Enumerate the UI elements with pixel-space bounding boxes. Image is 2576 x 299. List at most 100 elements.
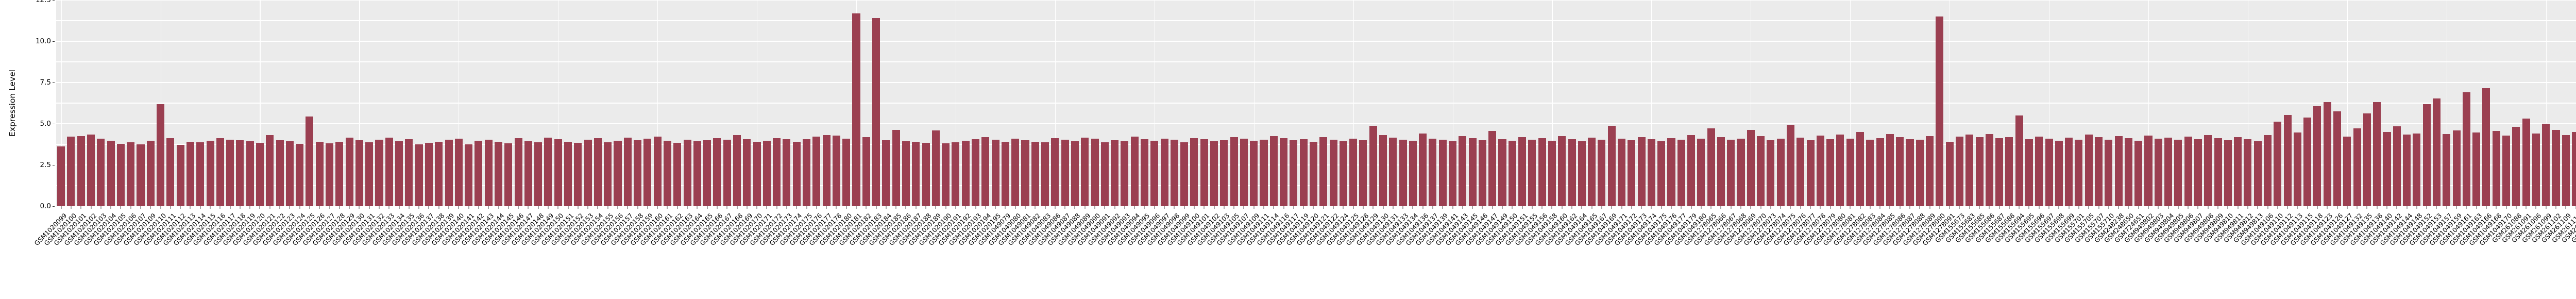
bar[interactable] — [2462, 92, 2470, 206]
bar[interactable] — [2492, 131, 2500, 206]
bar[interactable] — [713, 138, 721, 206]
bar[interactable] — [514, 138, 522, 206]
bar[interactable] — [2472, 132, 2481, 206]
bar[interactable] — [2015, 115, 2023, 206]
bar[interactable] — [454, 139, 463, 206]
bar[interactable] — [2035, 136, 2043, 206]
bar[interactable] — [315, 142, 324, 206]
bar[interactable] — [1896, 137, 1904, 206]
bar[interactable] — [882, 140, 890, 206]
bar[interactable] — [1737, 138, 1745, 206]
bar[interactable] — [1100, 142, 1109, 206]
bar[interactable] — [236, 140, 244, 206]
bar[interactable] — [1051, 138, 1059, 206]
bar[interactable] — [1568, 139, 1576, 206]
bar[interactable] — [1220, 140, 1228, 206]
bar[interactable] — [1846, 139, 1854, 206]
bar[interactable] — [683, 139, 691, 206]
bar[interactable] — [812, 136, 821, 206]
bar[interactable] — [643, 139, 652, 206]
bar[interactable] — [1806, 140, 1815, 206]
bar[interactable] — [912, 141, 920, 206]
bar[interactable] — [2293, 132, 2301, 206]
bar[interactable] — [1091, 139, 1099, 206]
bar[interactable] — [1260, 140, 1268, 206]
bar[interactable] — [1906, 139, 1914, 206]
bar[interactable] — [1786, 124, 1794, 206]
bar[interactable] — [2005, 137, 2013, 206]
bar[interactable] — [2134, 140, 2143, 206]
bar[interactable] — [2144, 136, 2153, 206]
bar[interactable] — [1140, 139, 1148, 206]
bar[interactable] — [852, 13, 860, 206]
bar[interactable] — [2224, 140, 2232, 206]
bar[interactable] — [57, 146, 65, 206]
bar[interactable] — [2194, 139, 2202, 206]
bar[interactable] — [733, 135, 741, 206]
bar[interactable] — [2333, 111, 2342, 206]
bar[interactable] — [107, 140, 115, 206]
bar[interactable] — [1121, 141, 1129, 206]
bar[interactable] — [2095, 137, 2103, 206]
bar[interactable] — [2413, 133, 2421, 206]
bar[interactable] — [2154, 139, 2162, 206]
bar[interactable] — [415, 144, 423, 206]
bar[interactable] — [2075, 139, 2083, 206]
bar[interactable] — [2274, 121, 2282, 206]
bar[interactable] — [1727, 140, 1735, 206]
bar[interactable] — [484, 140, 493, 206]
bar[interactable] — [1578, 141, 1586, 206]
bar[interactable] — [564, 141, 572, 206]
bar[interactable] — [1975, 137, 1984, 206]
bar[interactable] — [1836, 135, 1844, 206]
bar[interactable] — [743, 139, 751, 206]
bar[interactable] — [773, 138, 781, 206]
bar[interactable] — [2542, 124, 2550, 206]
bar[interactable] — [1319, 137, 1328, 206]
bar[interactable] — [435, 141, 443, 206]
bar[interactable] — [1468, 138, 1477, 206]
bar[interactable] — [1866, 140, 1874, 206]
bar[interactable] — [425, 143, 433, 206]
bar[interactable] — [634, 140, 642, 206]
bar[interactable] — [1200, 139, 1208, 206]
bar[interactable] — [872, 18, 880, 206]
bar[interactable] — [1856, 131, 1865, 206]
bar[interactable] — [285, 141, 294, 206]
bar[interactable] — [1438, 140, 1447, 206]
bar[interactable] — [1309, 141, 1317, 206]
bar[interactable] — [326, 143, 334, 206]
bar[interactable] — [1240, 139, 1248, 206]
bar[interactable] — [2403, 135, 2411, 206]
bar[interactable] — [902, 141, 910, 206]
bar[interactable] — [2522, 119, 2530, 206]
bar[interactable] — [186, 142, 194, 206]
bar[interactable] — [1071, 141, 1079, 206]
bar[interactable] — [1230, 137, 1238, 206]
bar[interactable] — [663, 140, 671, 206]
bar[interactable] — [1747, 130, 1755, 206]
bar[interactable] — [1041, 142, 1049, 206]
bar[interactable] — [2323, 102, 2331, 206]
bar[interactable] — [137, 144, 145, 206]
bar[interactable] — [1528, 140, 1536, 206]
bar[interactable] — [2244, 139, 2252, 206]
bar[interactable] — [604, 142, 612, 206]
bar[interactable] — [395, 141, 403, 206]
bar[interactable] — [87, 135, 95, 206]
bar[interactable] — [1955, 136, 1963, 206]
bar[interactable] — [1936, 16, 1944, 206]
bar[interactable] — [2532, 133, 2540, 206]
bar[interactable] — [2572, 132, 2576, 206]
bar[interactable] — [1677, 140, 1685, 206]
bar[interactable] — [1419, 134, 1427, 206]
bar[interactable] — [1965, 135, 1974, 206]
bar[interactable] — [1210, 141, 1218, 206]
bar[interactable] — [1797, 138, 1805, 206]
bar[interactable] — [594, 138, 602, 206]
bar[interactable] — [2283, 115, 2292, 206]
bar[interactable] — [1339, 141, 1347, 206]
bar[interactable] — [1299, 139, 1308, 206]
bar[interactable] — [693, 141, 701, 206]
bar[interactable] — [931, 130, 940, 206]
